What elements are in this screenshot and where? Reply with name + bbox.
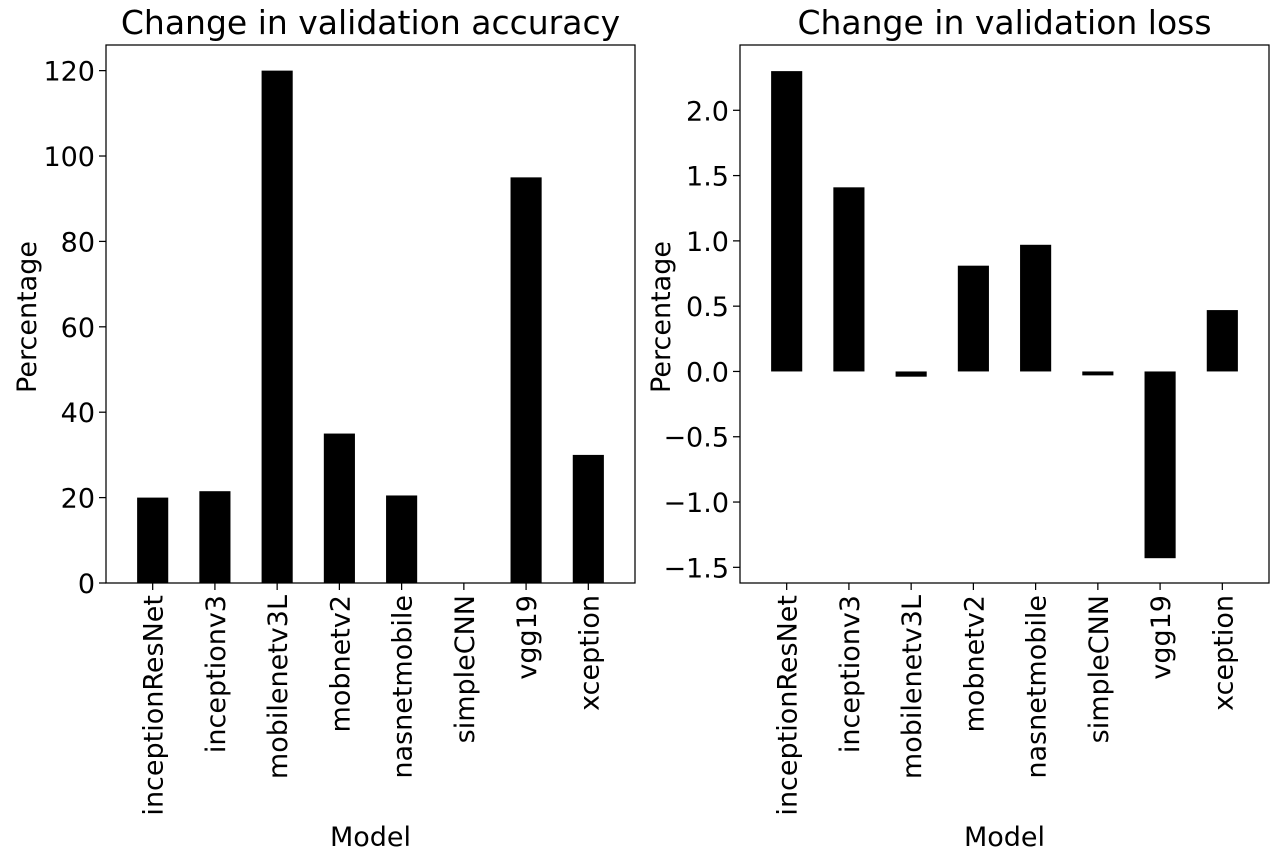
loss-bar-xception	[1206, 310, 1238, 372]
accuracy-chart-title: Change in validation accuracy	[121, 3, 620, 42]
loss-axes-frame	[739, 44, 1270, 584]
accuracy-xtick-label: vgg19	[512, 595, 543, 680]
accuracy-ytick-label: 80	[61, 227, 95, 258]
loss-bar-mobnetv2	[957, 265, 989, 372]
accuracy-xtick-label: xception	[574, 595, 605, 711]
accuracy-xtick-label: inceptionResNet	[139, 595, 170, 816]
loss-xtick-label: nasnetmobile	[1022, 595, 1053, 779]
loss-ytick-label: −1.5	[663, 553, 729, 584]
accuracy-ytick-label: 0	[78, 569, 95, 600]
loss-x-axis-label: Model	[964, 822, 1045, 853]
loss-xtick-label: mobnetv2	[959, 595, 990, 732]
loss-xtick-label: simpleCNN	[1084, 595, 1115, 743]
loss-bar-inceptionv3	[833, 187, 865, 372]
accuracy-axes-frame	[105, 44, 636, 584]
accuracy-panel: 0 20 40 60 80 100 120 inceptionResNet inceptionv…	[12, 3, 636, 853]
loss-bar-vgg19	[1144, 371, 1176, 559]
accuracy-ytick-label: 40	[61, 398, 95, 429]
loss-ytick-label: 1.0	[686, 227, 729, 258]
accuracy-xtick-label: inceptionv3	[201, 595, 232, 753]
loss-chart-title: Change in validation loss	[797, 3, 1211, 42]
accuracy-xtick-label: mobnetv2	[325, 595, 356, 732]
loss-panel: −1.5 −1.0 −0.5 0.0 0.5 1.0 1.5 2.0 inceptionResN…	[646, 3, 1270, 853]
loss-xtick-label: xception	[1208, 595, 1239, 711]
loss-xtick-label: inceptionv3	[835, 595, 866, 753]
loss-ytick-label: 0.0	[686, 357, 729, 388]
accuracy-bar-mobnetv2	[323, 433, 355, 583]
loss-ytick-label: 2.0	[686, 96, 729, 127]
accuracy-x-axis-label: Model	[330, 822, 411, 853]
accuracy-bar-inceptionResNet	[137, 497, 169, 583]
loss-bar-simpleCNN	[1082, 371, 1114, 376]
accuracy-bar-vgg19	[510, 177, 542, 583]
loss-xtick-label: inceptionResNet	[773, 595, 804, 816]
accuracy-bar-inceptionv3	[199, 491, 231, 583]
loss-bar-inceptionResNet	[771, 71, 803, 372]
accuracy-ytick-label: 120	[43, 57, 95, 88]
accuracy-bar-xception	[572, 454, 604, 583]
accuracy-xtick-label: nasnetmobile	[388, 595, 419, 779]
accuracy-ytick-label: 20	[61, 484, 95, 515]
loss-ytick-label: −0.5	[663, 423, 729, 454]
loss-ytick-label: −1.0	[663, 488, 729, 519]
accuracy-bar-mobilenetv3L	[261, 70, 293, 584]
loss-ytick-label: 1.5	[686, 162, 729, 193]
accuracy-xtick-label: simpleCNN	[450, 595, 481, 743]
loss-bar-nasnetmobile	[1020, 244, 1052, 372]
loss-ytick-label: 0.5	[686, 292, 729, 323]
accuracy-ytick-label: 100	[43, 142, 95, 173]
loss-xtick-label: mobilenetv3L	[897, 595, 928, 779]
loss-bar-mobilenetv3L	[895, 371, 927, 377]
accuracy-y-axis-label: Percentage	[12, 241, 43, 393]
accuracy-xtick-label: mobilenetv3L	[263, 595, 294, 779]
loss-xtick-label: vgg19	[1146, 595, 1177, 680]
accuracy-ytick-label: 60	[61, 313, 95, 344]
loss-y-axis-label: Percentage	[646, 241, 677, 393]
accuracy-bar-nasnetmobile	[386, 495, 418, 583]
